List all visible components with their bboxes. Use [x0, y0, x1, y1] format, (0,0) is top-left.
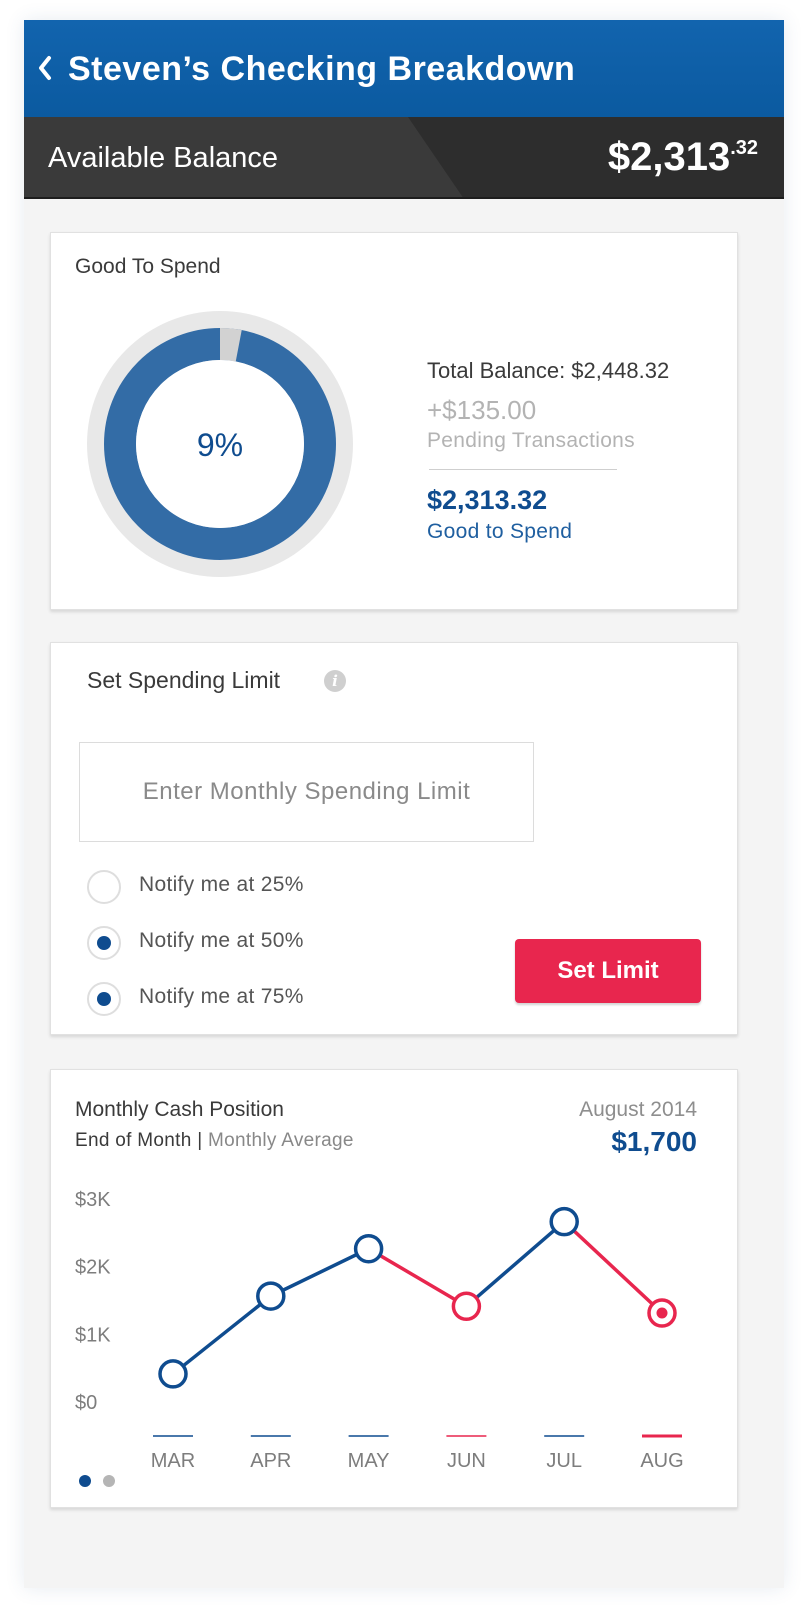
donut-hole	[136, 360, 304, 528]
balance-dollars: $2,313	[607, 135, 731, 179]
series-segment	[465, 1220, 566, 1308]
good-to-spend-amount: $2,313.32	[427, 485, 548, 515]
monthly-limit-input[interactable]	[79, 742, 534, 842]
available-balance-amount: $2,313.32	[608, 135, 758, 180]
pagination-dot[interactable]	[103, 1475, 115, 1487]
radio-button[interactable]	[87, 870, 121, 904]
divider	[429, 469, 617, 470]
subtitle-separator: |	[191, 1130, 209, 1151]
good-to-spend-label: Good to Spend	[427, 520, 573, 543]
cash-position-card: $3K $2K $1K $0 MAR APR MAY JUN JUL AUG Monthly Ca…	[50, 1069, 738, 1508]
series-segment	[171, 1294, 272, 1376]
available-balance-label: Available Balance	[48, 142, 279, 174]
app-header: Steven’s Checking Breakdown	[24, 20, 784, 117]
pending-amount: +$135.00	[427, 395, 537, 425]
total-balance-text: Total Balance: $2,448.32	[427, 358, 670, 383]
series-segment	[270, 1247, 370, 1298]
spending-limit-title: Set Spending Limit	[87, 667, 281, 693]
end-of-month-label[interactable]: End of Month	[75, 1130, 192, 1151]
selected-month-amount: $1,700	[611, 1126, 697, 1157]
good-to-spend-donut: 9%	[87, 311, 353, 577]
good-to-spend-card: Good To Spend 9% Total Balance: $2,448.3…	[50, 232, 738, 610]
y-tick-label: $1K	[75, 1324, 111, 1346]
pending-label: Pending Transactions	[427, 429, 635, 452]
selected-point-marker	[656, 1307, 668, 1319]
notify-option-label: Notify me at 75%	[139, 985, 304, 1008]
donut-gray-segment	[104, 328, 336, 560]
pagination-dot-active[interactable]	[79, 1475, 91, 1487]
data-point[interactable]	[549, 1206, 579, 1237]
cash-position-chart: $3K $2K $1K $0 MAR APR MAY JUN JUL AUG	[75, 1189, 684, 1472]
available-balance-bar: Available Balance $2,313.32	[24, 117, 784, 199]
data-point[interactable]	[256, 1281, 286, 1311]
x-tick-label: MAY	[348, 1450, 390, 1472]
cash-position-title: Monthly Cash Position	[75, 1098, 284, 1121]
y-tick-label: $0	[75, 1392, 97, 1414]
radio-button[interactable]	[87, 926, 121, 960]
app-screen: Steven’s Checking Breakdown Available Ba…	[24, 20, 784, 1588]
x-tick-label: JUL	[546, 1450, 582, 1472]
radio-button[interactable]	[87, 982, 121, 1016]
x-tick-label: AUG	[640, 1450, 683, 1472]
data-point[interactable]	[158, 1359, 188, 1389]
notify-option-75[interactable]: Notify me at 75%	[87, 981, 387, 1017]
balance-bar-background	[24, 117, 784, 199]
y-tick-label: $2K	[75, 1257, 111, 1279]
chevron-left-icon[interactable]	[32, 46, 62, 90]
info-icon[interactable]: i	[324, 670, 346, 692]
notify-option-50[interactable]: Notify me at 50%	[87, 925, 387, 961]
x-tick-label: JUN	[447, 1450, 486, 1472]
cash-position-subtitle: End of Month | Monthly Average	[75, 1130, 354, 1152]
monthly-average-label[interactable]: Monthly Average	[208, 1130, 354, 1151]
selected-month-label: August 2014	[579, 1098, 697, 1121]
spending-limit-card: Set Spending Limit i Notify me at 25% No…	[50, 642, 738, 1035]
page-title: Steven’s Checking Breakdown	[68, 50, 576, 88]
data-point[interactable]	[451, 1291, 482, 1322]
data-point[interactable]	[353, 1234, 384, 1264]
donut-percent-label: 9%	[197, 427, 243, 463]
series-segment	[367, 1247, 468, 1308]
notify-option-25[interactable]: Notify me at 25%	[87, 869, 387, 905]
notify-option-label: Notify me at 25%	[139, 873, 304, 896]
balance-cents: .32	[730, 137, 758, 159]
set-limit-button[interactable]: Set Limit	[515, 939, 701, 1003]
series-segment	[563, 1220, 664, 1315]
x-tick-label: MAR	[151, 1450, 195, 1472]
x-tick-label: APR	[250, 1450, 291, 1472]
y-tick-label: $3K	[75, 1189, 111, 1211]
good-to-spend-title: Good To Spend	[75, 255, 221, 278]
notify-option-label: Notify me at 50%	[139, 929, 304, 952]
